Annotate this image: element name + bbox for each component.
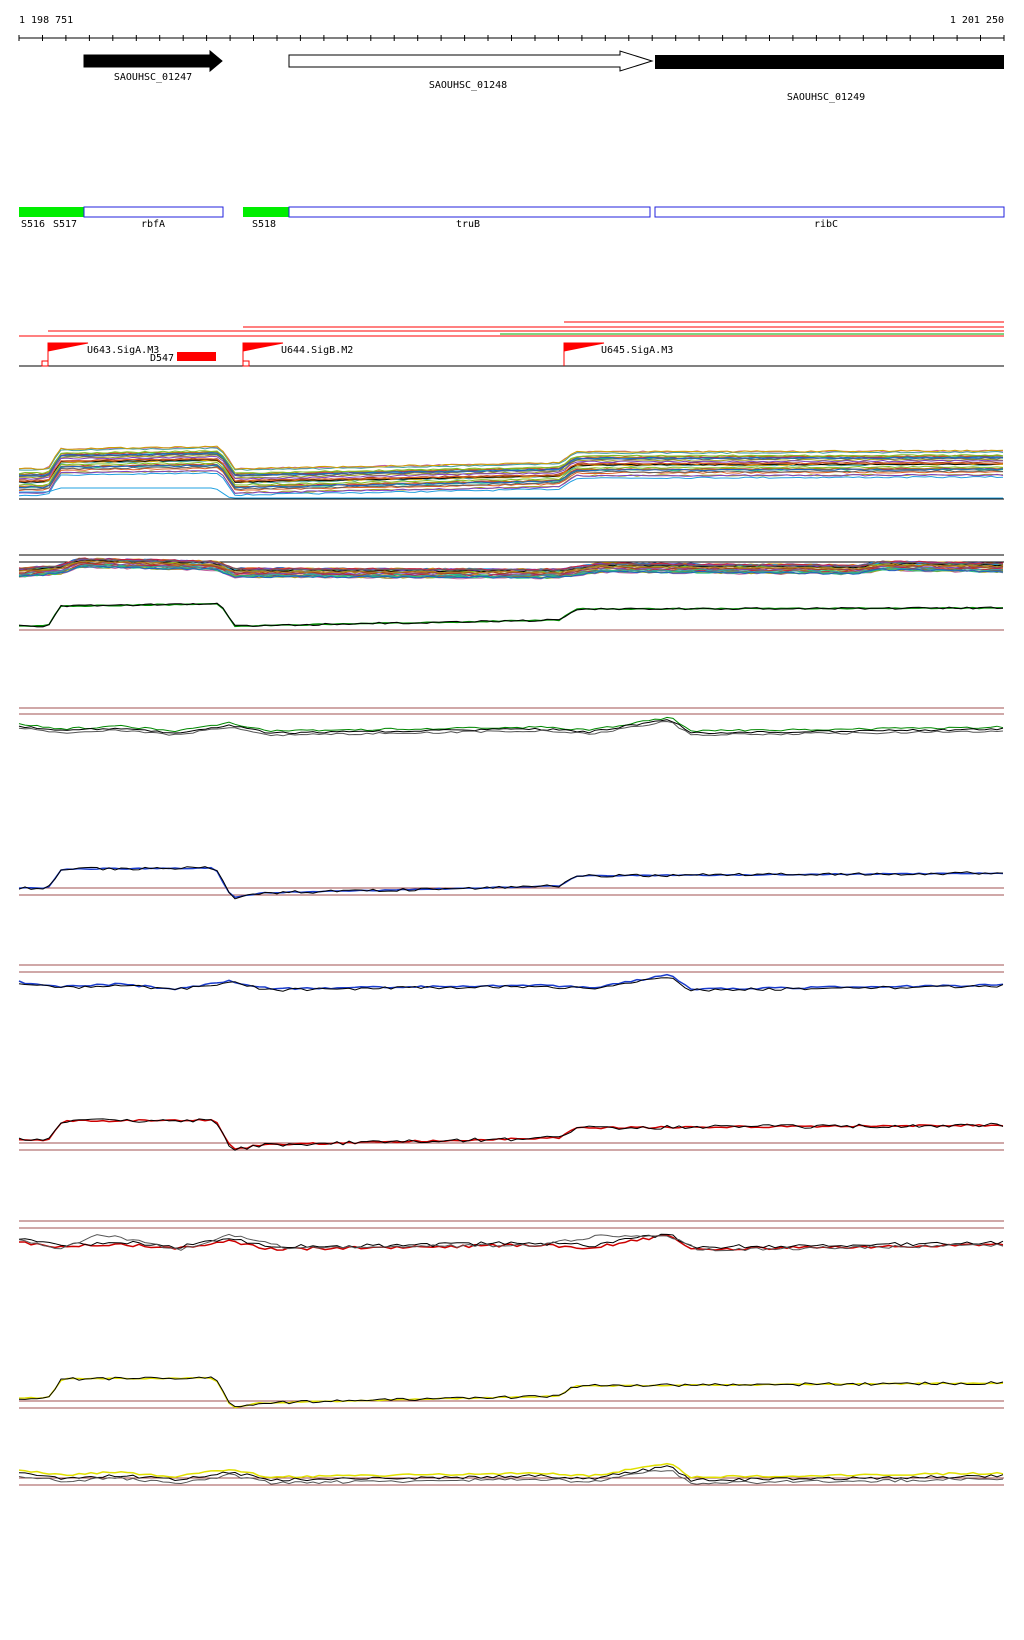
expression-curve [18, 455, 1003, 480]
expression-curve [18, 564, 1004, 578]
expression-curve [18, 464, 1004, 489]
expression-curve [18, 716, 1004, 733]
orf-label-ribc: ribC [814, 219, 838, 230]
expression-curve [18, 560, 1004, 574]
expression-curve [18, 1462, 1004, 1479]
feature-track: S516 S517 rbfA S518 truB ribC [19, 206, 1005, 230]
expression-curve [18, 472, 1004, 497]
expression-curve [18, 557, 1004, 571]
expression-curve [18, 1465, 1004, 1482]
gene-track: SAOUHSC_01247 SAOUHSC_01248 SAOUHSC_0124… [83, 49, 1004, 103]
ruler-end-label: 1 201 250 [950, 15, 1004, 26]
expression-curve [18, 866, 1004, 900]
expression-curve [19, 603, 1003, 628]
orf-label-trub: truB [456, 219, 480, 230]
expression-curve [18, 470, 1004, 494]
expression-curve [18, 565, 1004, 579]
promoter-box [41, 360, 49, 367]
site-label-s518: S518 [252, 219, 276, 230]
expression-curve [19, 487, 1003, 499]
expression-curve [18, 973, 1004, 991]
expression-curve [18, 1376, 1004, 1408]
promoter-flag-u643[interactable] [47, 342, 89, 366]
ruler-ticks [18, 35, 1005, 41]
expression-tracks [18, 445, 1004, 1486]
expression-curve [18, 720, 1004, 737]
expression-curve [18, 458, 1004, 482]
promoter-label-u645: U645.SigA.M3 [601, 345, 673, 356]
promoter-box [242, 360, 250, 367]
promoter-label-u643: U643.SigA.M3 [87, 345, 159, 356]
expression-curve [18, 1233, 1004, 1252]
gene-arrow-saouhsc-01247[interactable] [83, 49, 223, 73]
expression-curve [18, 977, 1004, 992]
promoter-track: U643.SigA.M3 D547 U644.SigB.M2 U645.SigA… [19, 321, 1004, 367]
site-label-s516: S516 [21, 219, 45, 230]
orf-box-rbfa[interactable] [83, 206, 224, 218]
expression-curve [18, 561, 1004, 575]
expression-curve [18, 558, 1004, 572]
site-box-s518[interactable] [243, 207, 289, 217]
promoter-flag-u645[interactable] [563, 342, 605, 366]
expression-curve [18, 445, 1004, 470]
expression-curve [18, 1233, 1004, 1249]
orf-label-rbfa: rbfA [141, 219, 165, 230]
expression-curve [18, 465, 1004, 491]
terminator-label-d547: D547 [150, 353, 174, 364]
expression-curve [18, 1118, 1004, 1151]
gene-arrow-saouhsc-01248[interactable] [288, 50, 654, 72]
expression-curve [18, 719, 1004, 735]
gene-arrow-saouhsc-01249[interactable] [655, 55, 1004, 69]
expression-curve [18, 450, 1004, 475]
orf-box-ribc[interactable] [654, 206, 1005, 218]
promoter-flag-u644[interactable] [242, 342, 284, 366]
terminator-d547[interactable] [177, 352, 216, 361]
site-label-s517: S517 [53, 219, 77, 230]
coordinate-ruler: 1 198 751 1 201 250 [18, 15, 1005, 41]
gene-label-saouhsc-01247: SAOUHSC_01247 [114, 72, 192, 83]
site-box-s516[interactable] [19, 207, 84, 217]
expression-curve [18, 461, 1004, 487]
expression-curve [18, 454, 1004, 479]
expression-curve [18, 1118, 1004, 1150]
expression-curve [18, 1376, 1004, 1409]
expression-curve [18, 866, 1004, 898]
expression-curve [18, 452, 1004, 477]
ruler-start-label: 1 198 751 [19, 15, 73, 26]
promoter-label-u644: U644.SigB.M2 [281, 345, 353, 356]
expression-curve [18, 459, 1004, 484]
gene-label-saouhsc-01249: SAOUHSC_01249 [787, 92, 865, 103]
expression-curve [18, 1470, 1004, 1485]
expression-curve [18, 458, 1004, 483]
orf-box-trub[interactable] [288, 206, 651, 218]
gene-label-saouhsc-01248: SAOUHSC_01248 [429, 80, 507, 91]
expression-curve [18, 602, 1004, 628]
expression-curve [18, 447, 1004, 471]
